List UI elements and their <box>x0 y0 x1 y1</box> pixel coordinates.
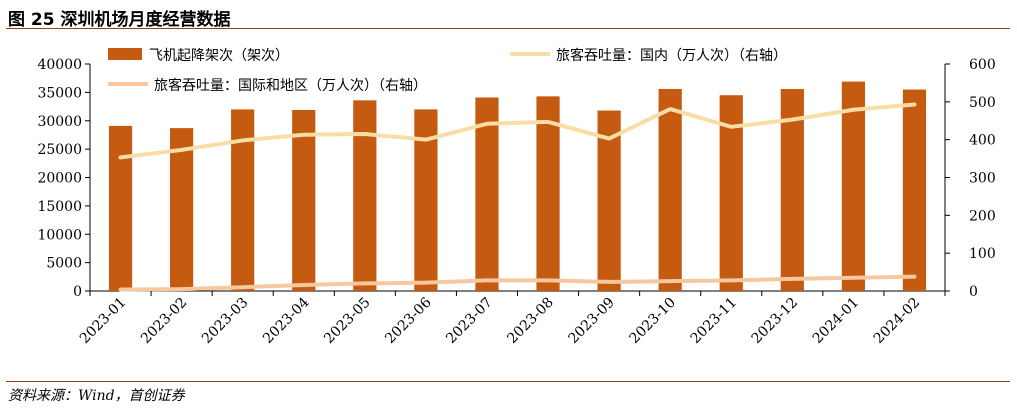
left-tick-label: 5000 <box>46 256 82 272</box>
line-point <box>303 284 305 286</box>
line-point <box>669 108 671 110</box>
line-point <box>242 139 244 141</box>
x-tick-label: 2023-07 <box>443 295 495 347</box>
line-point <box>669 280 671 282</box>
line-point <box>486 279 488 281</box>
left-tick-label: 35000 <box>37 85 82 101</box>
right-tick-label: 600 <box>969 57 996 73</box>
line-point <box>486 123 488 125</box>
left-tick-label: 25000 <box>37 142 82 158</box>
line-point <box>425 282 427 284</box>
figure-title: 图 25 深圳机场月度经营数据 <box>8 10 231 30</box>
bar <box>719 95 743 292</box>
right-tick-label: 400 <box>969 133 996 149</box>
line-point <box>791 278 793 280</box>
bar <box>170 128 194 291</box>
left-tick-label: 20000 <box>37 171 82 187</box>
plot-frame <box>89 64 946 292</box>
domestic-passenger-line <box>118 102 917 160</box>
x-tick-label: 2023-12 <box>749 295 801 347</box>
right-tick-label: 300 <box>969 171 996 187</box>
x-tick-label: 2023-02 <box>138 295 190 347</box>
bar <box>353 100 377 291</box>
line-point <box>852 109 854 111</box>
x-tick-label: 2023-09 <box>565 295 617 347</box>
line-series <box>118 102 917 292</box>
line-point <box>730 126 732 128</box>
right-axis: 0 100 200 300 400 500 600 <box>945 57 996 300</box>
line-point <box>364 282 366 284</box>
x-tick-label: 2023-06 <box>382 294 435 347</box>
bar-series <box>108 81 927 292</box>
bar <box>536 96 560 291</box>
chart: 0500010000150002000025000300003500040000… <box>37 47 996 347</box>
line-point <box>242 286 244 288</box>
footer: 资料来源：Wind，首创证券 <box>6 381 1010 404</box>
bar <box>597 110 621 291</box>
legend-label-international: 旅客吞吐量：国际和地区（万人次）（右轴） <box>154 77 427 94</box>
bar <box>108 125 133 291</box>
line-point <box>547 279 549 281</box>
left-tick-label: 0 <box>73 284 82 300</box>
left-tick-label: 15000 <box>37 199 82 215</box>
x-tick-label: 2023-01 <box>77 295 129 347</box>
line-point <box>913 103 915 105</box>
line-point <box>303 134 305 136</box>
left-tick-label: 10000 <box>37 227 82 243</box>
title-bar: 图 25 深圳机场月度经营数据 <box>6 4 1010 30</box>
line-point <box>364 133 366 135</box>
line-point <box>608 138 610 140</box>
bar <box>780 88 804 291</box>
bar <box>902 89 927 291</box>
right-tick-label: 100 <box>969 246 996 262</box>
right-tick-label: 0 <box>969 284 978 300</box>
left-tick-label: 40000 <box>37 57 82 73</box>
bar <box>475 97 499 291</box>
bar <box>292 109 316 291</box>
x-tick-label: 2024-01 <box>810 295 862 347</box>
legend-swatch-bar <box>108 48 142 60</box>
right-tick-label: 500 <box>969 95 996 111</box>
line-point <box>608 281 610 283</box>
legend-label-bar: 飞机起降架次（架次） <box>149 48 289 64</box>
x-axis: 2023-01 2023-02 2023-03 2023-04 2023-05 2023-… <box>77 291 946 347</box>
line-point <box>120 288 122 290</box>
line-point <box>425 139 427 141</box>
source-note: 资料来源：Wind，首创证券 <box>8 388 185 404</box>
bar <box>231 109 255 292</box>
right-tick-label: 200 <box>969 208 996 224</box>
line-point <box>181 288 183 290</box>
line-point <box>730 279 732 281</box>
line-point <box>181 149 183 151</box>
line-point <box>120 156 122 158</box>
line-point <box>913 276 915 278</box>
x-tick-label: 2023-04 <box>260 294 313 347</box>
x-tick-label: 2023-08 <box>504 295 556 347</box>
bar <box>841 81 865 291</box>
line-point <box>547 121 549 123</box>
legend-label-domestic: 旅客吞吐量：国内（万人次）（右轴） <box>556 47 787 64</box>
line-point <box>852 277 854 279</box>
x-tick-label: 2023-11 <box>688 295 740 347</box>
international-passenger-line <box>118 274 917 292</box>
left-tick-label: 30000 <box>37 114 82 130</box>
bar <box>658 88 682 291</box>
x-tick-label: 2023-05 <box>321 295 373 347</box>
x-tick-label: 2023-10 <box>627 295 679 347</box>
bar <box>414 109 438 292</box>
line-point <box>791 119 793 121</box>
x-tick-label: 2024-02 <box>871 295 923 347</box>
x-tick-label: 2023-03 <box>199 295 251 347</box>
left-axis: 0 5000 10000 15000 20000 25000 30000 35000 40000 <box>37 57 90 300</box>
legend: 飞机起降架次（架次） 旅客吞吐量：国内（万人次）（右轴） 旅客吞吐量：国际和地区（万… <box>108 47 787 94</box>
